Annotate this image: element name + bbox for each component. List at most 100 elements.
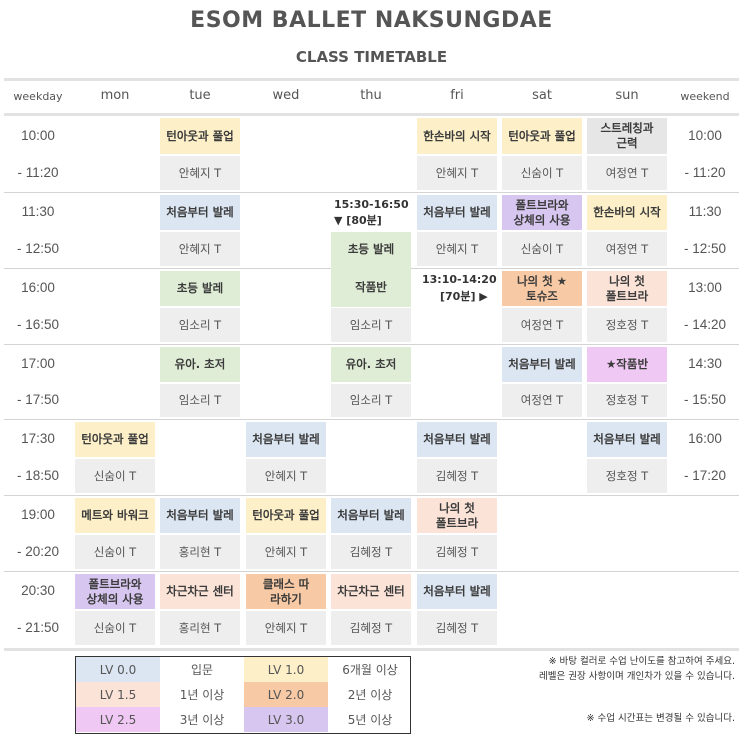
weekend-time-end: - 17:20 — [683, 468, 727, 483]
legend-level-swatch: LV 0.0 — [76, 657, 160, 682]
class-name: 차근차근 센터 — [331, 574, 411, 609]
class-teacher: 여정연 T — [587, 232, 667, 266]
class-teacher: 신숨이 T — [502, 232, 582, 266]
legend-desc-cell: 1년 이상 — [160, 682, 244, 707]
weekend-time-start: 10:00 — [688, 128, 722, 143]
legend-level: LV 1.0 — [267, 662, 305, 677]
class-teacher: 안혜지 T — [246, 535, 326, 569]
class-teacher: 안혜지 T — [160, 232, 240, 266]
class-name: 처음부터 발레 — [417, 574, 497, 609]
class-teacher: 정호정 T — [587, 308, 667, 342]
header-sun: sun — [615, 88, 639, 103]
class-name: 유아. 초저 — [331, 347, 411, 382]
duration-note: [70분] ▶ — [440, 290, 488, 303]
row-divider — [4, 419, 739, 420]
header-weekend: weekend — [680, 90, 730, 103]
class-name: 한손바의 시작 — [587, 195, 667, 230]
legend-desc: 입문 — [190, 663, 214, 677]
page-subtitle: CLASS TIMETABLE — [295, 48, 448, 66]
weekday-time-end: - 12:50 — [16, 241, 60, 256]
class-name: 초등 발레 — [160, 271, 240, 306]
class-name: 나의 첫 폴트브라 — [587, 271, 667, 306]
legend-desc: 5년 이상 — [347, 713, 393, 727]
header-sat: sat — [532, 88, 552, 103]
class-teacher: 신숨이 T — [75, 459, 155, 493]
class-teacher: 신숨이 T — [75, 611, 155, 645]
class-name: 처음부터 발레 — [246, 422, 326, 457]
weekend-time-end: - 12:50 — [683, 241, 727, 256]
class-name: 처음부터 발레 — [417, 422, 497, 457]
legend-level: LV 3.0 — [267, 712, 305, 727]
header-tue: tue — [189, 88, 211, 103]
class-teacher: 안혜지 T — [246, 611, 326, 645]
class-teacher: 안혜지 T — [417, 232, 497, 266]
class-teacher: 안혜지 T — [246, 459, 326, 493]
class-teacher: 김혜정 T — [417, 611, 497, 645]
legend-desc: 6개월 이상 — [342, 663, 398, 677]
class-name: 나의 첫 폴트브라 — [417, 498, 497, 533]
weekend-time-end: - 11:20 — [684, 165, 726, 180]
class-teacher: 안혜지 T — [160, 156, 240, 190]
legend-level-swatch: LV 1.0 — [244, 657, 328, 682]
legend-desc-cell: 2년 이상 — [328, 682, 412, 707]
class-teacher: 신숨이 T — [502, 156, 582, 190]
duration-note: ▼ [80분] — [334, 214, 382, 227]
time-note: 13:10-14:20 — [422, 273, 497, 286]
footnote-level: ※ 바탕 컬러로 수업 난이도를 참고하여 주세요. — [548, 656, 735, 667]
weekday-time-start: 16:00 — [21, 280, 55, 295]
class-name: 처음부터 발레 — [160, 498, 240, 533]
header-divider — [4, 113, 739, 116]
header-mon: mon — [100, 88, 130, 103]
class-name: 유아. 초저 — [160, 347, 240, 382]
level-legend: LV 0.0 입문 LV 1.0 6개월 이상 LV 1.5 1년 이상 LV … — [75, 656, 411, 734]
time-note: 15:30-16:50 — [334, 198, 409, 211]
weekday-time-start: 19:00 — [21, 507, 55, 522]
weekday-time-end: - 16:50 — [16, 317, 60, 332]
class-teacher: 임소리 T — [160, 308, 240, 342]
class-teacher: 김혜정 T — [331, 535, 411, 569]
class-name: 처음부터 발레 — [587, 422, 667, 457]
weekday-time-end: - 11:20 — [17, 165, 59, 180]
header-fri: fri — [450, 88, 464, 103]
class-teacher: 신숨이 T — [75, 535, 155, 569]
class-teacher: 임소리 T — [331, 308, 411, 342]
weekday-time-end: - 20:20 — [16, 544, 60, 559]
class-name: 스트레칭과 근력 — [587, 118, 667, 154]
legend-desc: 3년 이상 — [179, 713, 225, 727]
class-name: 초등 발레 — [331, 232, 411, 267]
weekday-time-start: 17:30 — [21, 431, 55, 446]
page-title: ESOM BALLET NAKSUNGDAE — [190, 8, 553, 33]
class-name: 한손바의 시작 — [417, 118, 497, 154]
row-divider — [4, 344, 739, 345]
class-name: 턴아웃과 풀업 — [502, 118, 582, 154]
class-name: 폴트브라와 상체의 사용 — [75, 574, 155, 609]
class-teacher: 임소리 T — [160, 384, 240, 417]
class-teacher: 임소리 T — [331, 384, 411, 417]
weekend-time-start: 16:00 — [688, 431, 722, 446]
footnote-change: ※ 수업 시간표는 변경될 수 있습니다. — [586, 713, 735, 724]
class-name: 턴아웃과 풀업 — [246, 498, 326, 533]
weekend-time-end: - 15:50 — [683, 392, 727, 407]
class-teacher: 김혜정 T — [417, 535, 497, 569]
legend-level-swatch: LV 2.0 — [244, 682, 328, 707]
row-divider — [4, 571, 739, 572]
class-name: 클래스 따라하기 — [246, 574, 326, 609]
class-name: 폴트브라와 상체의 사용 — [502, 195, 582, 230]
class-teacher: 여정연 T — [587, 156, 667, 190]
top-divider — [4, 78, 739, 81]
header-weekday: weekday — [13, 90, 63, 103]
row-divider — [4, 495, 739, 496]
class-name: 턴아웃과 풀업 — [160, 118, 240, 154]
legend-desc-cell: 6개월 이상 — [328, 657, 412, 682]
weekday-time-end: - 18:50 — [16, 468, 60, 483]
weekday-time-start: 11:30 — [21, 204, 55, 219]
legend-level: LV 2.0 — [267, 687, 305, 702]
legend-desc-cell: 3년 이상 — [160, 707, 244, 732]
legend-desc-cell: 입문 — [160, 657, 244, 682]
bottom-divider — [4, 648, 739, 651]
class-name: ★작품반 — [587, 347, 667, 382]
row-divider — [4, 192, 739, 193]
class-name: 차근차근 센터 — [160, 574, 240, 609]
weekday-time-start: 10:00 — [21, 128, 55, 143]
legend-desc: 2년 이상 — [347, 688, 393, 702]
